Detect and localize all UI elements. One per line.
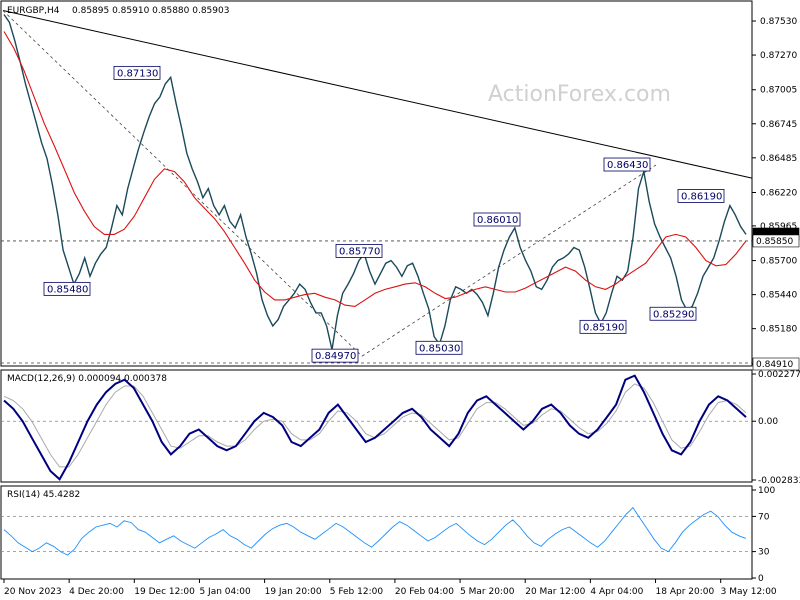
rsi-panel — [0, 485, 753, 580]
watermark: ActionForex.com — [488, 82, 671, 107]
rsi-line — [3, 506, 747, 556]
price-annotation-box — [311, 348, 359, 363]
price-annotation-label: 0.87130 — [117, 68, 158, 79]
x-tick-label: 4 Apr 04:00 — [590, 587, 643, 597]
price-annotation-label: 0.85190 — [583, 322, 624, 333]
macd-tick-label: -0.002833 — [758, 476, 800, 486]
x-tick-label: 5 Mar 20:00 — [460, 587, 515, 597]
x-tick-label: 19 Dec 12:00 — [134, 587, 195, 597]
x-tick-label: 20 Mar 12:00 — [525, 587, 585, 597]
x-tick-label: 18 Apr 20:00 — [656, 587, 715, 597]
price-annotation-label: 0.85290 — [653, 309, 694, 320]
x-tick-label: 3 May 12:00 — [721, 587, 777, 597]
price-tick-label: 0.86745 — [760, 120, 797, 130]
price-annotation-label: 0.85480 — [47, 284, 88, 295]
symbol-label: EURGBP,H4 — [7, 6, 60, 16]
trendline-dashed-up — [361, 164, 657, 357]
price-annotation-label: 0.86190 — [681, 191, 722, 202]
price-annotation-box — [649, 306, 697, 321]
macd-axis: 0.002277 0.00 -0.002833 — [1, 370, 800, 486]
price-tick-label: 0.85700 — [760, 257, 797, 267]
macd-tick-label: 0.002277 — [758, 370, 800, 380]
price-tick-label: 0.85440 — [760, 291, 797, 301]
price-annotation-label: 0.84970 — [315, 351, 356, 362]
x-tick-label: 4 Dec 20:00 — [69, 587, 124, 597]
price-annotation-box — [603, 157, 651, 172]
x-tick-label: 20 Nov 2023 — [4, 587, 62, 597]
x-tick-label: 5 Feb 12:00 — [330, 587, 384, 597]
macd-panel — [0, 369, 753, 483]
floor-price-label: 0.84910 — [756, 360, 793, 370]
trendline-dashed-down — [2, 10, 363, 357]
macd-title: MACD(12,26,9) 0.000094 0.000378 — [7, 374, 167, 384]
price-annotations: 0.87130 0.85480 0.84970 0.85770 0.85030 0.860… — [43, 65, 725, 363]
x-tick-label: 19 Jan 20:00 — [265, 587, 322, 597]
rsi-tick-label: 100 — [758, 486, 775, 496]
price-tick-label: 0.87530 — [760, 17, 797, 27]
price-annotation-box — [415, 340, 463, 355]
price-tick-label: 0.86485 — [760, 154, 797, 164]
price-annotation-box — [473, 212, 521, 227]
price-annotation-box — [579, 319, 627, 334]
price-tick-label: 0.87270 — [760, 51, 797, 61]
price-series-line — [3, 14, 747, 350]
support-price-label: 0.85850 — [756, 237, 793, 247]
ohlc-readout: 0.85895 0.85910 0.85880 0.85903 — [72, 6, 229, 16]
price-tick-label: 0.86220 — [760, 189, 797, 199]
macd-tick-label: 0.00 — [758, 417, 778, 427]
price-annotation-box — [335, 244, 383, 258]
rsi-tick-label: 30 — [758, 548, 770, 558]
price-tick-label: 0.85965 — [760, 222, 797, 232]
x-tick-label: 20 Feb 04:00 — [395, 587, 454, 597]
price-annotation-label: 0.86010 — [477, 215, 518, 226]
x-axis: 20 Nov 2023 4 Dec 20:00 19 Dec 12:00 5 Jan … — [3, 579, 777, 597]
price-annotation-label: 0.85770 — [339, 246, 380, 257]
price-axis: 0.87530 0.87270 0.87005 0.86745 0.86485 0.862… — [752, 17, 797, 370]
macd-series — [3, 374, 747, 481]
floor-price-box — [752, 357, 800, 371]
price-annotation-box — [113, 65, 161, 80]
price-tick-label: 0.87005 — [760, 86, 797, 96]
price-series — [3, 14, 747, 350]
price-annotation-box — [677, 189, 725, 203]
rsi-axis: 100 70 30 0 — [1, 486, 775, 584]
macd-line — [3, 374, 747, 481]
price-annotation-box — [43, 281, 91, 296]
trendline-resistance — [2, 10, 753, 179]
rsi-tick-label: 70 — [758, 512, 770, 522]
support-price-box — [752, 234, 800, 248]
price-annotation-label: 0.86430 — [607, 160, 648, 171]
rsi-title: RSI(14) 45.4282 — [7, 490, 80, 500]
price-panel — [0, 0, 753, 367]
price-annotation-label: 0.85030 — [419, 343, 460, 354]
rsi-tick-label: 0 — [758, 574, 764, 584]
price-tick-label: 0.85180 — [760, 325, 797, 335]
moving-average-line — [3, 31, 747, 307]
rsi-series — [3, 506, 747, 556]
x-tick-label: 5 Jan 04:00 — [199, 587, 251, 597]
